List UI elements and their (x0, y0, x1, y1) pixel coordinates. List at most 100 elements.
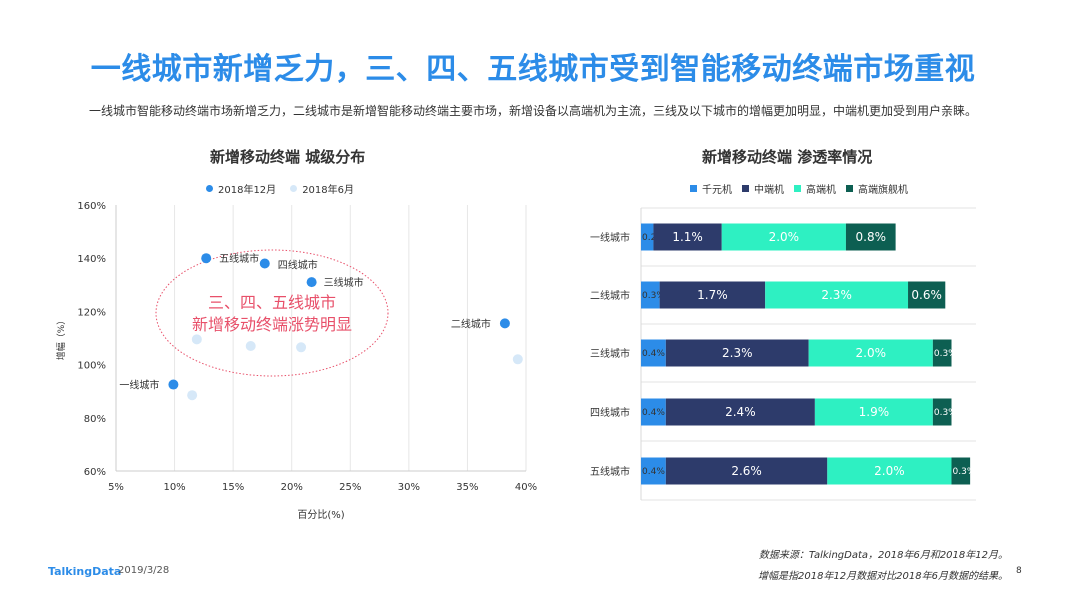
legend-swatch-budget (690, 185, 697, 192)
legend-dot-dec (206, 185, 213, 192)
bar-segment (641, 281, 660, 309)
scatter-legend: 2018年12月 2018年6月 (206, 181, 354, 196)
scatter-point-label: 四线城市 (278, 259, 318, 272)
bar-data-label: 0.4% (642, 467, 665, 477)
bar-data-label: 2.3% (722, 346, 753, 360)
legend-item-high: 高端机 (794, 181, 836, 196)
legend-item-dec: 2018年12月 (206, 181, 276, 196)
scatter-point-label: 三线城市 (324, 276, 364, 289)
x-tick-label: 5% (108, 482, 124, 493)
legend-item-flagship: 高端旗舰机 (846, 181, 908, 196)
bar-data-label: 2.6% (731, 464, 762, 478)
y-tick-label: 140% (77, 254, 106, 265)
bar-category-label: 一线城市 (590, 231, 630, 244)
bar-segment (765, 281, 909, 309)
legend-label-mid: 中端机 (754, 185, 784, 196)
bar-segment (665, 339, 809, 367)
bar-data-label: 2.4% (725, 405, 756, 419)
legend-swatch-flagship (846, 185, 853, 192)
y-tick-label: 160% (77, 201, 106, 212)
talkingdata-logo: TalkingData (48, 565, 122, 578)
bar-data-label: 0.4% (642, 349, 665, 359)
y-tick-label: 80% (84, 414, 106, 425)
bar-segment (665, 398, 815, 426)
bar-data-label: 2.0% (769, 230, 800, 244)
bar-data-label: 0.6% (911, 288, 942, 302)
legend-label-flagship: 高端旗舰机 (858, 185, 908, 196)
scatter-point-dec (201, 253, 212, 264)
scatter-point-jun (187, 390, 198, 401)
bar-data-label: 0.3% (642, 291, 665, 301)
bar-category-label: 二线城市 (590, 289, 630, 302)
bar-segment (641, 339, 666, 367)
scatter-chart-title: 新增移动终端 城级分布 (210, 148, 366, 166)
scatter-point-jun (512, 354, 523, 365)
source-note: 数据来源：TalkingData，2018年6月和2018年12月。 (758, 550, 1008, 561)
y-axis-label: 增幅（%） (55, 316, 67, 361)
legend-swatch-mid (742, 185, 749, 192)
legend-item-jun: 2018年6月 (290, 181, 354, 196)
x-tick-label: 15% (222, 482, 244, 493)
legend-item-budget: 千元机 (690, 181, 732, 196)
bar-segment (932, 398, 952, 426)
legend-dot-jun (290, 185, 298, 192)
scatter-point-dec (168, 379, 179, 390)
bar-segment (932, 339, 952, 367)
page-number: 8 (1016, 566, 1022, 576)
scatter-point-label: 五线城市 (219, 252, 259, 265)
scatter-point-dec (499, 318, 510, 329)
footer-date: 2019/3/28 (118, 565, 170, 576)
bar-segment (845, 223, 896, 251)
x-tick-label: 30% (398, 482, 420, 493)
bar-segment (659, 281, 766, 309)
bar-data-label: 0.3% (934, 349, 957, 359)
legend-swatch-high (794, 185, 801, 192)
legend-label-jun: 2018年6月 (302, 185, 354, 196)
bar-segment (808, 339, 933, 367)
definition-note: 增幅是指2018年12月数据对比2018年6月数据的结果。 (758, 571, 1008, 582)
bar-data-label: 2.0% (874, 464, 905, 478)
annotation-line-2: 新增移动终端涨势明显 (192, 315, 352, 334)
bar-segment (665, 457, 828, 485)
bar-data-label: 1.9% (859, 405, 890, 419)
x-tick-label: 10% (163, 482, 185, 493)
x-tick-label: 35% (456, 482, 478, 493)
bar-segment (641, 398, 666, 426)
scatter-point-jun (296, 342, 307, 353)
bar-data-label: 1.1% (672, 230, 703, 244)
legend-label-budget: 千元机 (702, 185, 732, 196)
bar-chart-title: 新增移动终端 渗透率情况 (702, 148, 873, 166)
page-title: 一线城市新增乏力，三、四、五线城市受到智能移动终端市场重视 (90, 52, 976, 87)
bar-segment (653, 223, 722, 251)
x-axis-label: 百分比(%) (297, 509, 344, 521)
y-tick-label: 60% (84, 467, 106, 478)
x-tick-label: 25% (339, 482, 361, 493)
y-tick-label: 100% (77, 361, 106, 372)
bar-category-label: 三线城市 (590, 347, 630, 360)
highlight-ellipse (155, 249, 389, 377)
bar-segment (721, 223, 846, 251)
bar-segment (814, 398, 933, 426)
scatter-point-jun (245, 340, 256, 351)
bar-segment (908, 281, 946, 309)
bar-category-label: 四线城市 (590, 406, 630, 419)
bar-segment (641, 457, 666, 485)
legend-label-high: 高端机 (806, 185, 836, 196)
bar-data-label: 0.4% (642, 408, 665, 418)
bar-category-label: 五线城市 (590, 465, 630, 478)
scatter-point-label: 一线城市 (119, 379, 159, 392)
bar-data-label: 0.3% (953, 467, 976, 477)
x-tick-label: 20% (281, 482, 303, 493)
bar-legend: 千元机 中端机 高端机 高端旗舰机 (690, 181, 908, 196)
scatter-point-label: 二线城市 (451, 317, 491, 330)
scatter-point-dec (259, 258, 270, 269)
x-tick-label: 40% (515, 482, 537, 493)
bar-data-label: 0.8% (856, 230, 887, 244)
bar-data-label: 1.7% (697, 288, 728, 302)
y-tick-label: 120% (77, 307, 106, 318)
bar-data-label: 2.3% (821, 288, 852, 302)
scatter-point-dec (306, 277, 317, 288)
page-subtitle: 一线城市智能移动终端市场新增乏力，二线城市是新增智能移动终端主要市场，新增设备以… (88, 104, 977, 118)
legend-label-dec: 2018年12月 (218, 185, 277, 196)
